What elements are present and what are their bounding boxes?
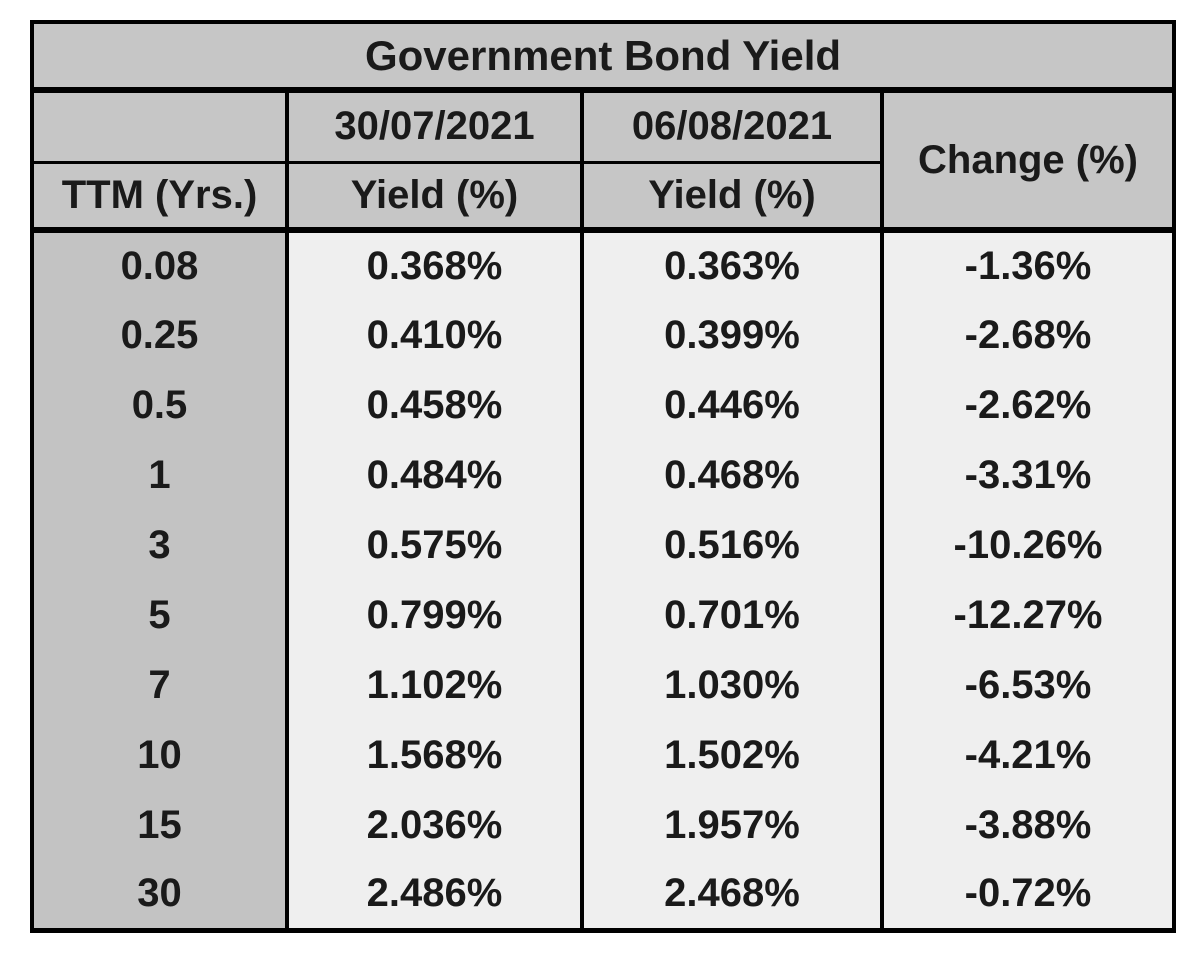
change-cell: -12.27%: [879, 580, 1177, 650]
date-header-1: 30/07/2021: [285, 88, 584, 164]
ttm-cell: 0.25: [30, 300, 289, 370]
yield2-cell: 1.502%: [580, 720, 884, 790]
table-row: 7 1.102% 1.030% -6.53%: [30, 650, 1177, 720]
table-row: 10 1.568% 1.502% -4.21%: [30, 720, 1177, 790]
ttm-cell: 30: [30, 860, 289, 933]
yield2-cell: 0.363%: [580, 227, 884, 300]
yield-header-row: TTM (Yrs.) Yield (%) Yield (%): [30, 160, 1174, 233]
yield1-cell: 0.575%: [285, 510, 584, 580]
change-cell: -3.88%: [879, 790, 1177, 860]
yield1-cell: 0.368%: [285, 227, 584, 300]
yield-header-1: Yield (%): [285, 160, 584, 233]
yield2-cell: 0.516%: [580, 510, 884, 580]
date-header-2: 06/08/2021: [580, 88, 884, 164]
ttm-cell: 15: [30, 790, 289, 860]
yield2-cell: 2.468%: [580, 860, 884, 933]
government-bond-yield-table: Government Bond Yield 30/07/2021 06/08/2…: [29, 20, 1177, 933]
date-header-row: 30/07/2021 06/08/2021 Change (%): [30, 88, 1177, 233]
table-row: 0.25 0.410% 0.399% -2.68%: [30, 300, 1177, 370]
yield1-cell: 1.568%: [285, 720, 584, 790]
ttm-cell: 0.5: [30, 370, 289, 440]
yield1-cell: 2.036%: [285, 790, 584, 860]
yield2-cell: 0.701%: [580, 580, 884, 650]
yield2-cell: 0.468%: [580, 440, 884, 510]
table-title-row: Government Bond Yield: [29, 20, 1177, 93]
change-cell: -4.21%: [879, 720, 1177, 790]
table-title: Government Bond Yield: [29, 20, 1177, 93]
yield2-cell: 0.446%: [580, 370, 884, 440]
change-cell: -2.62%: [879, 370, 1177, 440]
table-row: 1 0.484% 0.468% -3.31%: [30, 440, 1177, 510]
yield-header-2: Yield (%): [580, 160, 884, 233]
yield2-cell: 0.399%: [580, 300, 884, 370]
yield1-cell: 0.458%: [285, 370, 584, 440]
change-cell: -0.72%: [879, 860, 1177, 933]
table-row: 3 0.575% 0.516% -10.26%: [30, 510, 1177, 580]
table-row: 30 2.486% 2.468% -0.72%: [30, 860, 1177, 933]
change-cell: -1.36%: [879, 227, 1177, 300]
change-cell: -2.68%: [879, 300, 1177, 370]
ttm-header: TTM (Yrs.): [30, 160, 289, 233]
table-row: 0.5 0.458% 0.446% -2.62%: [30, 370, 1177, 440]
yield1-cell: 0.799%: [285, 580, 584, 650]
change-cell: -3.31%: [879, 440, 1177, 510]
ttm-cell: 7: [30, 650, 289, 720]
ttm-cell: 5: [30, 580, 289, 650]
corner-blank-cell: [30, 88, 289, 164]
yield1-cell: 0.410%: [285, 300, 584, 370]
yield2-cell: 1.030%: [580, 650, 884, 720]
yield1-cell: 1.102%: [285, 650, 584, 720]
change-cell: -10.26%: [879, 510, 1177, 580]
ttm-cell: 0.08: [30, 227, 289, 300]
yield1-cell: 0.484%: [285, 440, 584, 510]
table-row: 5 0.799% 0.701% -12.27%: [30, 580, 1177, 650]
ttm-cell: 1: [30, 440, 289, 510]
table-row: 0.08 0.368% 0.363% -1.36%: [30, 227, 1177, 300]
change-cell: -6.53%: [879, 650, 1177, 720]
ttm-cell: 10: [30, 720, 289, 790]
yield2-cell: 1.957%: [580, 790, 884, 860]
yield1-cell: 2.486%: [285, 860, 584, 933]
table-row: 15 2.036% 1.957% -3.88%: [30, 790, 1177, 860]
change-header: Change (%): [879, 88, 1177, 233]
ttm-cell: 3: [30, 510, 289, 580]
